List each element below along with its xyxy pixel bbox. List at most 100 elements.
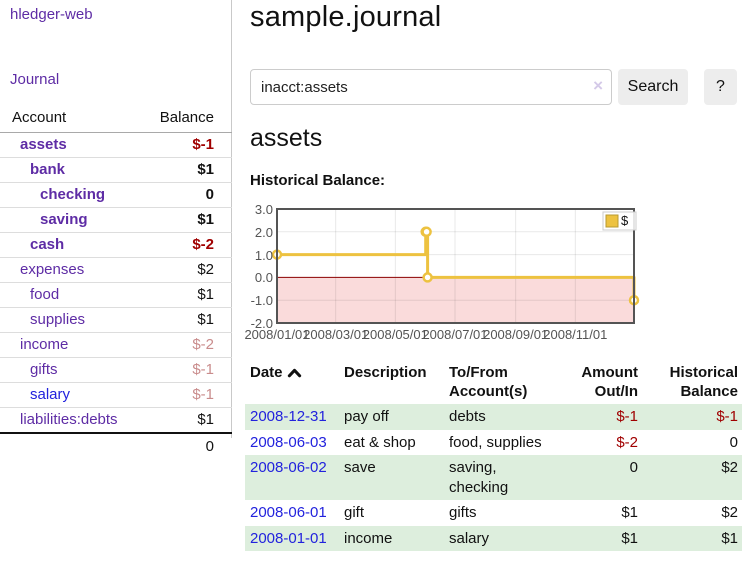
- account-row: income $-2: [0, 332, 232, 358]
- account-link[interactable]: bank: [30, 161, 66, 178]
- transaction-date-link[interactable]: 2008-06-01: [250, 504, 327, 521]
- register-row: 2008-01-01 income salary $1 $1: [245, 525, 742, 551]
- transaction-date-link[interactable]: 2008-12-31: [250, 408, 327, 425]
- account-row: cash $-2: [0, 232, 232, 258]
- transaction-date-link[interactable]: 2008-06-02: [250, 459, 327, 476]
- legend-label: $: [621, 213, 629, 228]
- y-axis-tick-label: -2.0: [250, 316, 273, 331]
- account-balance: $1: [143, 207, 232, 233]
- account-row: checking 0: [0, 182, 232, 208]
- search-box: ×: [250, 69, 612, 105]
- data-point-marker: [422, 272, 433, 283]
- account-row: salary $-1: [0, 382, 232, 408]
- register-row: 2008-06-01 gift gifts $1 $2: [245, 500, 742, 526]
- transaction-accounts: gifts: [449, 504, 477, 521]
- account-link[interactable]: checking: [40, 186, 106, 203]
- account-balance: $-2: [143, 332, 232, 358]
- transaction-amount: $-2: [616, 433, 638, 451]
- transaction-balance: $-1: [716, 408, 738, 425]
- accounts-table: Account Balance assets $-1 bank $1 checking 0…: [0, 103, 232, 459]
- register-header-description: Description: [344, 364, 427, 381]
- account-row: saving $1: [0, 207, 232, 233]
- account-link[interactable]: salary: [30, 386, 71, 403]
- register-header-accounts: To/From Account(s): [449, 364, 528, 400]
- main-content: sample.journal × Search ? assets Histori…: [240, 0, 742, 582]
- transaction-description: income: [344, 529, 393, 547]
- register-row: 2008-06-02 save saving, checking 0 $2: [245, 455, 742, 500]
- account-row: expenses $2: [0, 257, 232, 283]
- transaction-balance: $1: [721, 529, 738, 547]
- legend-swatch: [605, 214, 619, 228]
- chart-title: Historical Balance:: [250, 172, 386, 189]
- transaction-balance: $2: [721, 459, 738, 476]
- y-axis-tick-label: 3.0: [254, 202, 273, 217]
- account-link[interactable]: expenses: [20, 261, 85, 278]
- account-link[interactable]: assets: [20, 136, 67, 153]
- register-header-date[interactable]: Date: [250, 364, 283, 381]
- transaction-amount: 0: [629, 459, 638, 476]
- clear-search-icon[interactable]: ×: [593, 76, 603, 95]
- account-balance: $1: [143, 282, 232, 308]
- account-balance: $-1: [143, 357, 232, 383]
- search-button[interactable]: Search: [618, 69, 688, 105]
- data-point-marker: [421, 226, 432, 238]
- account-balance: $1: [143, 307, 232, 333]
- y-axis-tick-label: -1.0: [250, 293, 273, 309]
- transaction-balance: $2: [721, 504, 738, 521]
- transaction-amount: $-1: [616, 408, 638, 425]
- plot-border: [276, 208, 635, 324]
- account-link[interactable]: saving: [40, 211, 88, 228]
- account-balance: $-1: [143, 382, 232, 408]
- negative-region: [277, 277, 634, 323]
- transaction-accounts: salary: [449, 529, 490, 547]
- transaction-amount: $1: [621, 504, 638, 521]
- account-link[interactable]: income: [20, 336, 69, 353]
- account-link[interactable]: gifts: [30, 361, 58, 378]
- x-axis-tick-label: 2008/07/01: [422, 327, 488, 342]
- account-row: gifts $-1: [0, 357, 232, 383]
- register-header-amount: Amount Out/In: [581, 364, 638, 400]
- app-title-link[interactable]: hledger-web: [10, 6, 93, 23]
- register-row: 2008-12-31 pay off debts $-1 $-1: [245, 404, 742, 430]
- search-input[interactable]: [250, 69, 612, 105]
- account-row: food $1: [0, 282, 232, 308]
- account-balance: 0: [143, 182, 232, 208]
- account-row: supplies $1: [0, 307, 232, 333]
- account-link[interactable]: liabilities:debts: [20, 411, 118, 428]
- account-balance: $2: [143, 257, 232, 283]
- transaction-balance: 0: [729, 433, 738, 451]
- y-axis-tick-label: 0.0: [254, 270, 273, 286]
- transaction-amount: $1: [621, 529, 638, 547]
- transaction-accounts: food, supplies: [449, 433, 542, 451]
- sidebar: hledger-web Journal Account Balance asse…: [0, 0, 232, 459]
- accounts-header-row: Account Balance: [0, 103, 232, 133]
- account-balance: $-2: [143, 232, 232, 258]
- register-header-row: Date Description To/From Account(s) Amou…: [245, 360, 742, 404]
- transaction-date-link[interactable]: 2008-06-03: [250, 433, 327, 451]
- x-axis-tick-label: 2008/11/01: [543, 327, 608, 342]
- chevron-up-icon: [287, 368, 301, 378]
- accounts-total-row: 0: [0, 432, 232, 459]
- transaction-description: gift: [344, 504, 365, 521]
- y-axis-tick-label: 1.0: [254, 247, 273, 263]
- transaction-description: eat & shop: [344, 433, 416, 451]
- transaction-accounts: debts: [449, 408, 486, 425]
- x-axis-tick-label: 2008/03/01: [303, 327, 369, 342]
- transaction-date-link[interactable]: 2008-01-01: [250, 529, 327, 547]
- account-balance: $1: [197, 411, 214, 428]
- account-link[interactable]: supplies: [30, 311, 86, 328]
- help-button[interactable]: ?: [704, 69, 737, 105]
- nav-journal-link[interactable]: Journal: [10, 71, 60, 88]
- account-balance: $-1: [143, 132, 232, 158]
- accounts-header-account: Account: [0, 103, 144, 133]
- transaction-description: pay off: [344, 408, 389, 425]
- search-bar: × Search ?: [250, 69, 737, 105]
- account-heading: assets: [250, 124, 323, 152]
- accounts-total-value: 0: [0, 432, 232, 459]
- register-header-balance: Historical Balance: [669, 364, 738, 400]
- account-balance: $1: [143, 157, 232, 183]
- account-link[interactable]: food: [30, 286, 60, 303]
- x-axis-tick-label: 2008/05/01: [362, 327, 428, 342]
- account-link[interactable]: cash: [30, 236, 65, 253]
- x-axis-tick-label: 2008/01/01: [244, 327, 310, 342]
